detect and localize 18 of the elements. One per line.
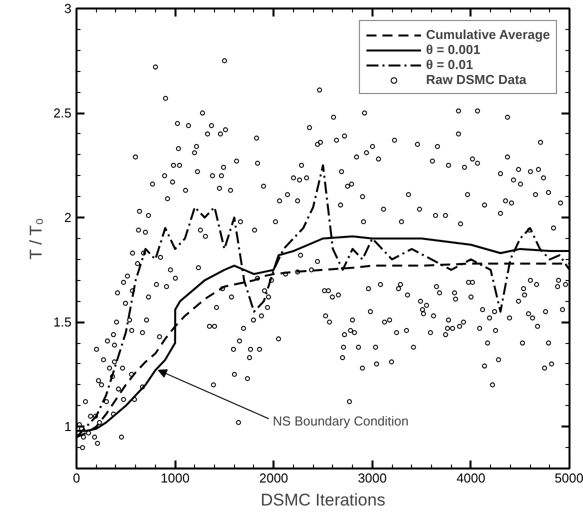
- legend-label: θ = 0.01: [426, 57, 474, 72]
- x-tick-label: 1000: [160, 470, 190, 486]
- x-tick-label: 5000: [554, 470, 583, 486]
- annotation: NS Boundary Condition: [272, 413, 409, 428]
- x-tick-label: 3000: [358, 470, 387, 486]
- y-tick-label: 1.5: [53, 314, 72, 330]
- legend-label: Cumulative Average: [426, 27, 550, 42]
- y-tick-label: 2: [64, 210, 72, 226]
- x-tick-label: 4000: [456, 470, 486, 486]
- x-tick-label: 2000: [259, 470, 288, 486]
- x-axis-title: DSMC Iterations: [260, 490, 386, 510]
- x-tick-label: 0: [72, 470, 80, 486]
- y-tick-label: 3: [64, 1, 72, 16]
- y-tick-label: 1: [64, 419, 72, 434]
- legend-label: Raw DSMC Data: [426, 72, 526, 87]
- y-tick-label: 2.5: [53, 106, 72, 121]
- legend-label: θ = 0.001: [426, 42, 480, 57]
- y-axis-title: T / T₀: [26, 218, 46, 260]
